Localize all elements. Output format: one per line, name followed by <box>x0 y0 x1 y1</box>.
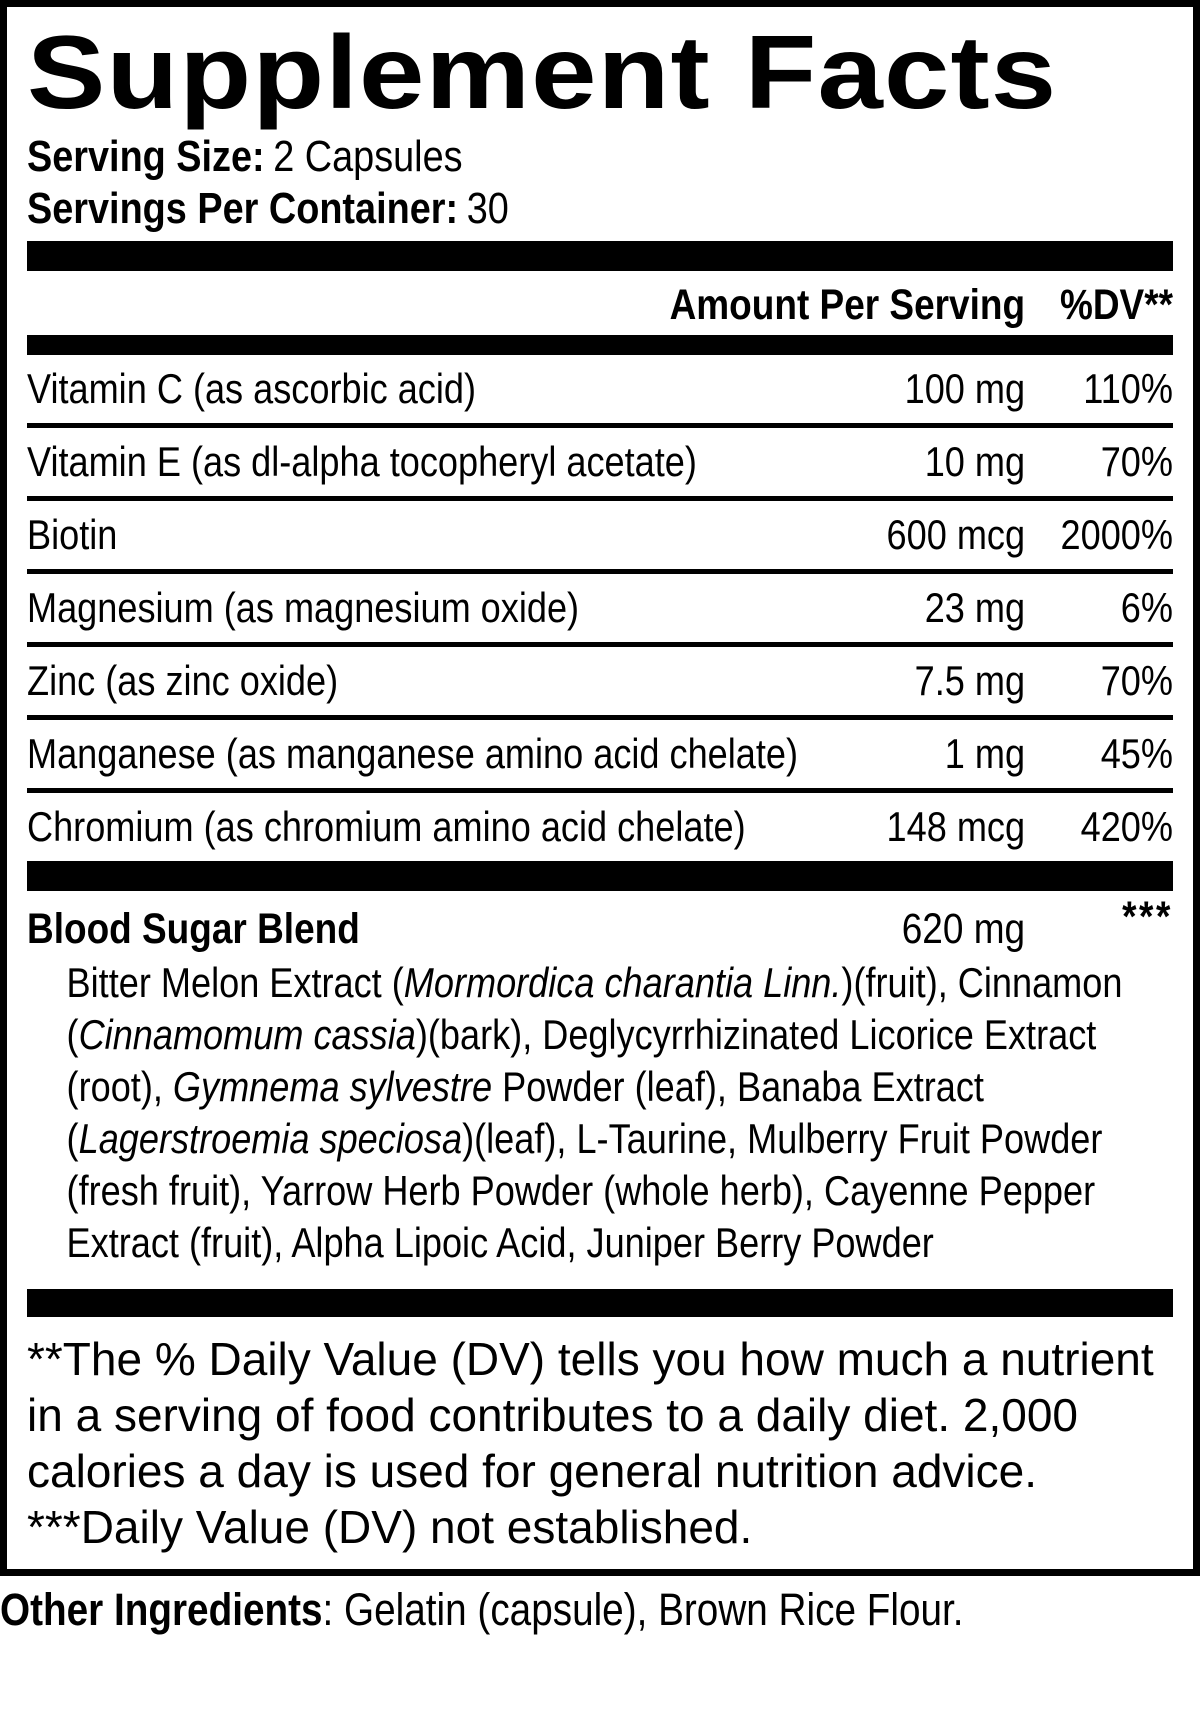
blend-name: Blood Sugar Blend <box>27 905 360 953</box>
table-header-row: Amount Per Serving %DV** <box>27 271 1173 335</box>
percent-dv-header: %DV** <box>1059 281 1174 329</box>
divider-thick-blend <box>27 861 1173 891</box>
nutrient-dv: 2000% <box>1060 511 1174 558</box>
row-divider <box>27 715 1173 720</box>
table-row-magnesium: Magnesium (as magnesium oxide) 23 mg 6% <box>27 574 1173 642</box>
table-row-biotin: Biotin 600 mcg 2000% <box>27 501 1173 569</box>
daily-value-footnote: **The % Daily Value (DV) tells you how m… <box>27 1333 1154 1497</box>
blend-header-row: Blood Sugar Blend 620 mg *** <box>27 891 1173 953</box>
nutrient-amount: 7.5 mg <box>914 657 1026 704</box>
divider-thick-top <box>27 241 1173 271</box>
nutrient-dv: 420% <box>1080 803 1174 850</box>
servings-per-container-line: Servings Per Container: 30 <box>27 183 1173 235</box>
row-divider <box>27 496 1173 501</box>
nutrient-amount: 23 mg <box>924 584 1026 631</box>
nutrient-name: Magnesium (as magnesium oxide) <box>27 584 580 631</box>
serving-size-label: Serving Size: <box>27 132 265 181</box>
nutrient-name: Chromium (as chromium amino acid chelate… <box>27 803 746 850</box>
table-row-zinc: Zinc (as zinc oxide) 7.5 mg 70% <box>27 647 1173 715</box>
dv-not-established-footnote: ***Daily Value (DV) not established. <box>27 1501 753 1553</box>
nutrient-dv: 45% <box>1100 730 1174 777</box>
nutrient-amount: 100 mg <box>904 365 1026 412</box>
nutrient-dv: 6% <box>1120 584 1174 631</box>
row-divider <box>27 569 1173 574</box>
supplement-facts-panel: Supplement Facts Serving Size: 2 Capsules… <box>0 0 1200 1576</box>
table-row-manganese: Manganese (as manganese amino acid chela… <box>27 720 1173 788</box>
nutrient-name: Zinc (as zinc oxide) <box>27 657 339 704</box>
serving-size-line: Serving Size: 2 Capsules <box>27 131 1173 183</box>
nutrient-dv: 110% <box>1083 365 1174 412</box>
row-divider <box>27 423 1173 428</box>
servings-per-container-value: 30 <box>466 184 509 233</box>
row-divider <box>27 642 1173 647</box>
divider-thick-footnote <box>27 1289 1173 1317</box>
nutrient-dv: 70% <box>1100 657 1174 704</box>
nutrient-name: Vitamin E (as dl-alpha tocopheryl acetat… <box>27 438 697 485</box>
row-divider <box>27 788 1173 793</box>
table-row-vitamin-e: Vitamin E (as dl-alpha tocopheryl acetat… <box>27 428 1173 496</box>
divider-medium-header <box>27 335 1173 355</box>
other-ingredients-label: Other Ingredients <box>0 1584 323 1635</box>
amount-per-serving-header: Amount Per Serving <box>669 281 1026 329</box>
nutrient-amount: 10 mg <box>924 438 1026 485</box>
serving-size-value: 2 Capsules <box>273 132 463 181</box>
other-ingredients-value: : Gelatin (capsule), Brown Rice Flour. <box>322 1584 964 1635</box>
table-row-chromium: Chromium (as chromium amino acid chelate… <box>27 793 1173 861</box>
nutrient-name: Vitamin C (as ascorbic acid) <box>27 365 476 412</box>
nutrient-dv: 70% <box>1100 438 1174 485</box>
nutrient-name: Biotin <box>27 511 118 558</box>
blend-ingredients-paragraph: Bitter Melon Extract (Mormordica charant… <box>66 959 1123 1266</box>
table-row-vitamin-c: Vitamin C (as ascorbic acid) 100 mg 110% <box>27 355 1173 423</box>
panel-title: Supplement Facts <box>27 15 1058 131</box>
nutrient-amount: 1 mg <box>944 730 1026 777</box>
nutrient-amount: 600 mcg <box>886 511 1026 558</box>
other-ingredients-line: Other Ingredients: Gelatin (capsule), Br… <box>0 1576 1200 1636</box>
nutrient-name: Manganese (as manganese amino acid chela… <box>27 730 799 777</box>
blend-dv-asterisks: *** <box>1122 893 1174 941</box>
servings-per-container-label: Servings Per Container: <box>27 184 459 233</box>
blend-amount: 620 mg <box>901 905 1026 953</box>
nutrient-amount: 148 mcg <box>886 803 1026 850</box>
